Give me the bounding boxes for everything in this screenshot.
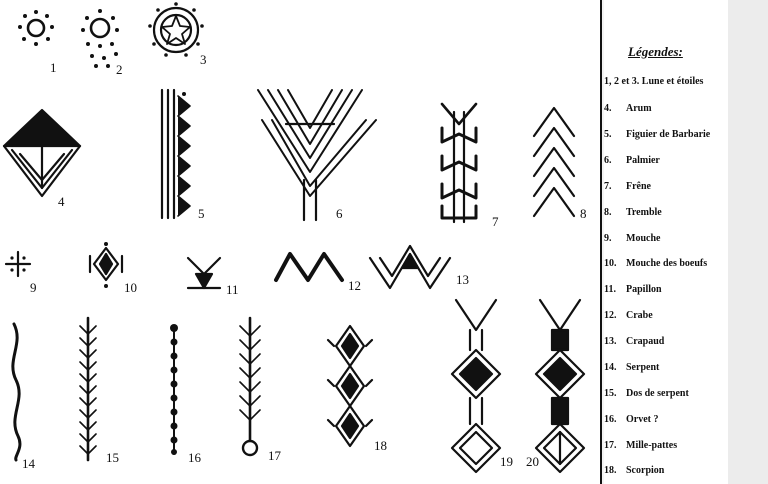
legend-item: 6. Palmier	[604, 155, 728, 166]
legend-text: Crabe	[626, 310, 653, 321]
label-19: 19	[500, 454, 513, 469]
legend-num: 13.	[604, 336, 617, 347]
legend-item: 12. Crabe	[604, 310, 728, 321]
legend-item: 10. Mouche des boeufs	[604, 258, 728, 269]
motif-plate: 1 2 3 4 5 6 7 8 9 10 11 12 13 14 15 16 1…	[0, 0, 600, 484]
legend-text: Figuier de Barbarie	[626, 129, 711, 140]
legend-item: 18. Scorpion	[604, 465, 728, 476]
legend-num: 1, 2 et 3.	[604, 76, 640, 87]
label-10: 10	[124, 280, 137, 295]
legend-item: 15. Dos de serpent	[604, 388, 728, 399]
legend-item: 5. Figuier de Barbarie	[604, 129, 728, 140]
legend-text: Palmier	[626, 155, 660, 166]
label-1: 1	[50, 60, 57, 75]
motif-14-snake	[11, 322, 22, 462]
legend-text: Papillon	[626, 284, 662, 295]
legend-text: Mille-pattes	[626, 440, 678, 451]
legend-text: Scorpion	[626, 465, 665, 476]
legend-item: 9. Mouche	[604, 233, 728, 244]
label-9: 9	[30, 280, 37, 295]
legend-item: 13. Crapaud	[604, 336, 728, 347]
legend-num: 12.	[604, 310, 617, 321]
legend-text: Orvet ?	[626, 414, 659, 425]
legend-text: Mouche des boeufs	[626, 258, 708, 269]
motif-15-snake-back	[79, 316, 97, 462]
legend-text: Arum	[626, 103, 652, 114]
label-7: 7	[492, 214, 499, 229]
motif-18-scorpion	[326, 324, 374, 448]
legend-num: 15.	[604, 388, 617, 399]
label-2: 2	[116, 62, 123, 77]
legend-num: 5.	[604, 129, 612, 140]
motif-19	[450, 298, 502, 474]
motif-13-toad	[368, 244, 452, 290]
legend-text: Serpent	[626, 362, 660, 373]
motif-12-crab	[274, 252, 344, 282]
label-8: 8	[580, 206, 587, 221]
legend-text: Frêne	[626, 181, 651, 192]
legend-num: 4.	[604, 103, 612, 114]
motif-3-star-circle	[148, 2, 204, 57]
legend-num: 9.	[604, 233, 612, 244]
legend-text: Dos de serpent	[626, 388, 689, 399]
legend-panel: Légendes: 1, 2 et 3. Lune et étoiles 4. A…	[604, 0, 728, 484]
label-11: 11	[226, 282, 239, 297]
legend-num: 11.	[604, 284, 616, 295]
motif-2-moon-stars	[81, 9, 119, 68]
legend-num: 7.	[604, 181, 612, 192]
legend-item: 16. Orvet ?	[604, 414, 728, 425]
legend-item: 7. Frêne	[604, 181, 728, 192]
legend-num: 10.	[604, 258, 617, 269]
legend-text: Lune et étoiles	[641, 76, 704, 87]
divider-line	[600, 0, 602, 484]
motif-1-moon	[18, 10, 54, 46]
motif-9-fly	[4, 250, 32, 278]
label-4: 4	[58, 194, 65, 209]
label-12: 12	[348, 278, 361, 293]
motif-10-ox-fly	[88, 242, 124, 288]
legend-text: Tremble	[626, 207, 662, 218]
motif-5-prickly-pear	[160, 88, 191, 220]
label-18: 18	[374, 438, 387, 453]
legend-num: 18.	[604, 465, 617, 476]
motif-8-aspen	[532, 106, 576, 218]
motif-6-palm	[257, 89, 377, 222]
label-17: 17	[268, 448, 282, 463]
legend-num: 14.	[604, 362, 617, 373]
legend-item: 17. Mille-pattes	[604, 440, 728, 451]
motif-16-slow-worm	[170, 324, 178, 455]
motif-20	[534, 298, 586, 474]
motif-17-millipede	[239, 316, 261, 457]
legend-item: 4. Arum	[604, 103, 728, 114]
legend-text: Crapaud	[626, 336, 665, 347]
legend-item: 8. Tremble	[604, 207, 728, 218]
legend-title: Légendes:	[628, 44, 683, 59]
legend-item: 14. Serpent	[604, 362, 728, 373]
label-15: 15	[106, 450, 119, 465]
legend-num: 8.	[604, 207, 612, 218]
legend-num: 17.	[604, 440, 617, 451]
label-14: 14	[22, 456, 36, 471]
motif-7-ash	[440, 102, 478, 224]
legend-text: Mouche	[626, 233, 661, 244]
motif-drawings: 1 2 3 4 5 6 7 8 9 10 11 12 13 14 15 16 1…	[2, 2, 587, 474]
legend-item: 1, 2 et 3. Lune et étoiles	[604, 76, 728, 87]
motif-11-butterfly	[186, 256, 222, 290]
legend-num: 16.	[604, 414, 617, 425]
motif-4-arum	[2, 108, 82, 198]
legend-num: 6.	[604, 155, 612, 166]
label-13: 13	[456, 272, 469, 287]
label-6: 6	[336, 206, 343, 221]
legend-item: 11. Papillon	[604, 284, 728, 295]
label-16: 16	[188, 450, 202, 465]
label-3: 3	[200, 52, 207, 67]
label-20: 20	[526, 454, 539, 469]
page-margin	[728, 0, 768, 484]
label-5: 5	[198, 206, 205, 221]
